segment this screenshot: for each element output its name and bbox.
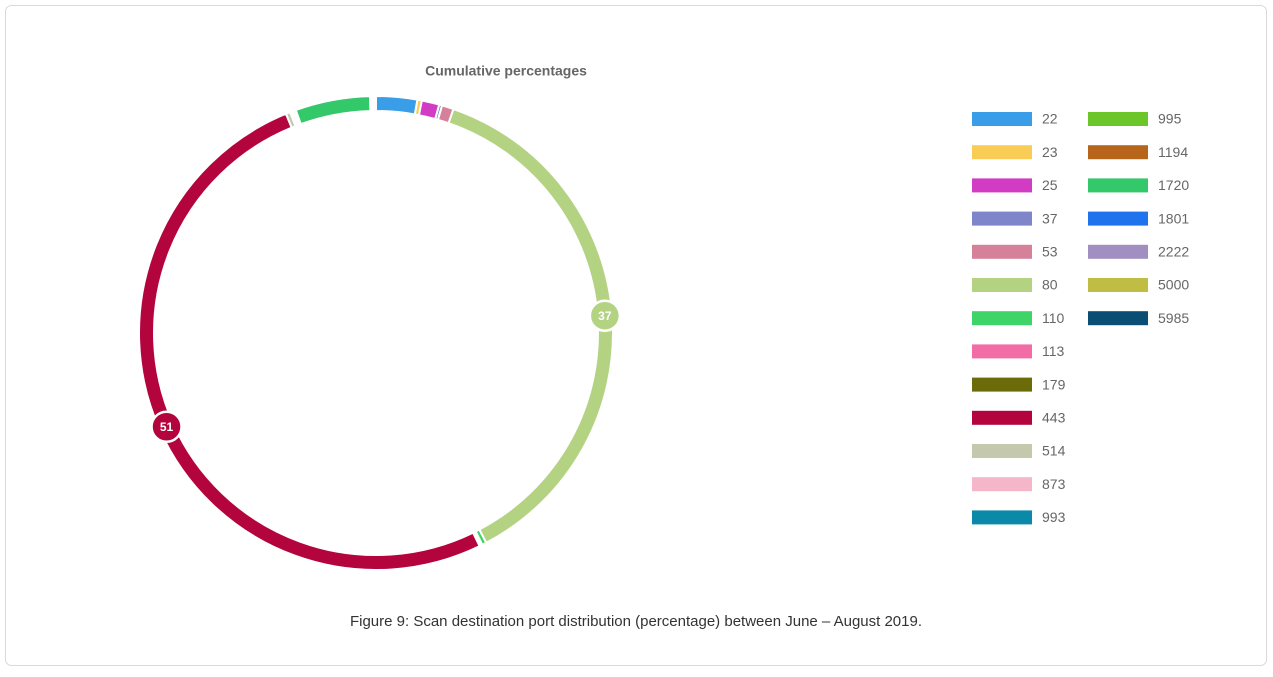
legend-label: 2222 — [1158, 244, 1189, 260]
legend-label: 80 — [1042, 277, 1058, 293]
donut-slice — [373, 94, 377, 113]
legend-label: 1720 — [1158, 177, 1189, 193]
legend-swatch — [972, 211, 1032, 226]
legend-label: 5000 — [1158, 277, 1189, 293]
donut-slice — [375, 94, 419, 116]
data-label: 51 — [160, 420, 174, 434]
legend-swatch — [972, 244, 1032, 259]
legend-swatch — [972, 444, 1032, 458]
legend-swatch — [972, 410, 1032, 425]
chart-title: Cumulative percentages — [425, 63, 587, 79]
legend-swatch — [972, 377, 1032, 392]
caption: Figure 9: Scan destination port distribu… — [350, 613, 922, 630]
data-label: 37 — [598, 309, 612, 323]
legend-swatch — [972, 178, 1032, 193]
legend-swatch — [1088, 178, 1148, 193]
legend-swatch — [1088, 244, 1148, 259]
legend-swatch — [972, 311, 1032, 326]
legend-label: 179 — [1042, 376, 1066, 392]
legend-label: 5985 — [1158, 310, 1189, 326]
legend-label: 873 — [1042, 476, 1066, 492]
legend-swatch — [972, 112, 1032, 126]
legend-label: 995 — [1158, 111, 1182, 127]
legend-label: 443 — [1042, 410, 1066, 426]
legend-label: 110 — [1042, 310, 1065, 326]
legend-label: 113 — [1042, 343, 1065, 359]
legend-label: 22 — [1042, 111, 1058, 127]
legend-label: 1801 — [1158, 210, 1189, 226]
legend-swatch — [1088, 211, 1148, 226]
legend-swatch — [972, 278, 1032, 292]
legend-swatch — [972, 477, 1032, 492]
legend-swatch — [1088, 112, 1148, 126]
legend-label: 25 — [1042, 177, 1058, 193]
data-label-badge — [588, 299, 622, 332]
legend-label: 1194 — [1158, 144, 1188, 160]
legend-label: 53 — [1042, 244, 1058, 260]
legend-swatch — [972, 344, 1032, 359]
legend-label: 514 — [1042, 443, 1066, 459]
legend-swatch — [972, 510, 1032, 525]
frame — [5, 5, 1267, 666]
legend-label: 23 — [1042, 144, 1058, 160]
data-label-badge — [150, 410, 183, 444]
legend-label: 993 — [1042, 509, 1066, 525]
legend-swatch — [972, 145, 1032, 160]
legend-swatch — [1088, 145, 1148, 160]
legend-swatch — [1088, 278, 1148, 292]
legend-swatch — [1088, 311, 1148, 326]
legend-label: 37 — [1042, 210, 1058, 226]
